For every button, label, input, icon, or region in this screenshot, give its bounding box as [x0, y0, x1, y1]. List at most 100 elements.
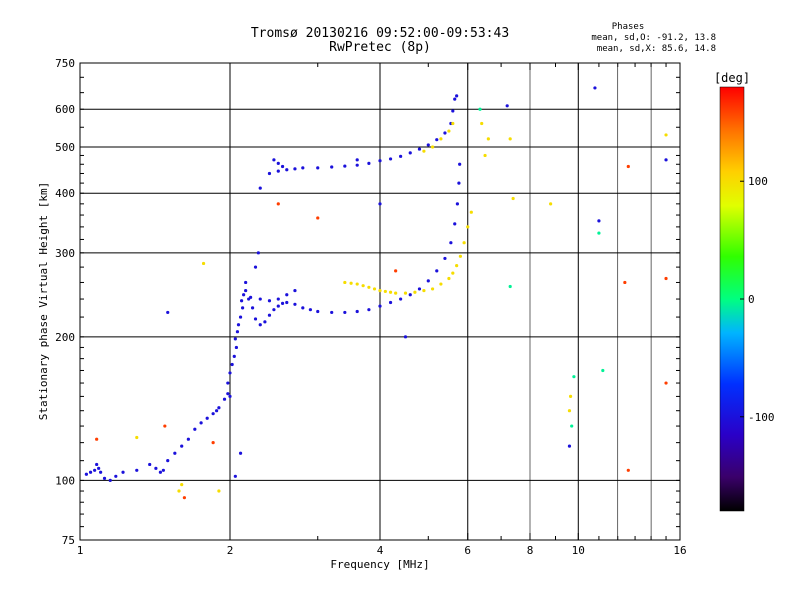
data-point: [186, 437, 190, 441]
data-point: [293, 302, 297, 306]
data-point: [451, 109, 455, 113]
data-point: [505, 104, 509, 108]
data-point: [253, 317, 258, 321]
data-point: [235, 330, 240, 334]
colorbar-tick-label: -100: [748, 411, 775, 424]
x-tick-label: 8: [527, 544, 534, 557]
data-point: [449, 241, 453, 245]
data-point: [626, 164, 630, 169]
data-point: [451, 271, 455, 275]
x-tick-label: 10: [572, 544, 585, 557]
colorbar-tick-label: 100: [748, 175, 768, 188]
data-point: [343, 310, 347, 315]
data-point: [462, 241, 466, 245]
data-point: [403, 291, 408, 295]
data-point: [455, 94, 459, 98]
data-point: [217, 489, 221, 493]
data-point: [388, 157, 393, 161]
data-point: [623, 280, 627, 285]
data-point: [276, 169, 280, 173]
data-point: [215, 409, 219, 413]
data-point: [378, 288, 382, 293]
data-point: [244, 280, 248, 285]
chart-subtitle: RwPretec (8p): [329, 40, 431, 55]
stats-x-line: mean, sd,X: 85.6, 14.8: [596, 44, 716, 54]
data-point: [238, 451, 243, 455]
data-point: [95, 462, 99, 467]
data-point: [217, 406, 221, 410]
data-point: [439, 282, 443, 286]
data-point: [233, 474, 237, 478]
data-point: [177, 489, 181, 493]
data-point: [426, 143, 430, 147]
data-point: [330, 165, 334, 169]
data-point: [664, 381, 668, 385]
data-point: [453, 97, 457, 101]
data-point: [135, 435, 139, 440]
data-point: [486, 137, 490, 141]
data-point: [408, 151, 412, 155]
data-point: [241, 306, 245, 310]
data-point: [236, 323, 241, 327]
data-point: [430, 287, 435, 291]
data-point: [228, 371, 232, 375]
data-point: [439, 137, 443, 141]
y-tick-label: 400: [55, 187, 75, 200]
data-point: [232, 354, 236, 358]
colorbar: [deg] -100 0 100: [714, 71, 775, 512]
data-point: [211, 412, 215, 416]
x-tick-label: 1: [77, 544, 84, 557]
data-point: [173, 451, 177, 455]
data-point: [230, 362, 234, 367]
data-point: [293, 288, 297, 293]
data-point: [114, 474, 118, 478]
data-point: [108, 478, 112, 483]
data-point: [330, 310, 334, 315]
plot-frame: [79, 62, 681, 541]
data-point: [361, 284, 365, 288]
data-point: [343, 164, 347, 168]
data-point: [597, 231, 601, 235]
data-point: [664, 133, 668, 137]
data-point: [193, 427, 197, 431]
data-point: [280, 164, 285, 169]
data-point: [99, 470, 103, 474]
data-point: [399, 154, 403, 158]
y-tick-label: 750: [55, 57, 75, 70]
data-point: [394, 269, 398, 273]
data-point: [285, 293, 289, 297]
data-point: [161, 468, 165, 472]
data-point: [121, 470, 125, 474]
data-point: [233, 337, 237, 341]
data-point: [451, 121, 455, 126]
data-point: [664, 158, 668, 162]
data-point: [301, 306, 305, 310]
data-point: [378, 159, 382, 163]
data-point: [367, 161, 371, 165]
data-point: [399, 297, 403, 301]
y-tick-label: 300: [55, 247, 75, 260]
data-point: [455, 202, 460, 206]
data-point: [572, 375, 576, 379]
data-point: [182, 496, 186, 500]
data-point: [258, 186, 262, 190]
data-point: [435, 138, 439, 142]
data-point: [250, 306, 255, 310]
data-point: [285, 168, 289, 172]
data-point: [601, 368, 605, 373]
data-point: [417, 287, 422, 291]
data-point: [316, 166, 320, 170]
data-point: [238, 315, 243, 319]
data-point: [469, 210, 473, 214]
data-point: [253, 265, 258, 269]
data-point: [457, 181, 461, 185]
data-point: [166, 310, 170, 315]
data-point: [166, 459, 170, 463]
data-point: [249, 295, 253, 299]
x-tick-label: 16: [673, 544, 686, 557]
data-point: [567, 409, 572, 413]
data-point: [567, 444, 572, 448]
data-point: [263, 320, 267, 324]
data-point: [205, 416, 209, 420]
data-point: [201, 261, 206, 266]
